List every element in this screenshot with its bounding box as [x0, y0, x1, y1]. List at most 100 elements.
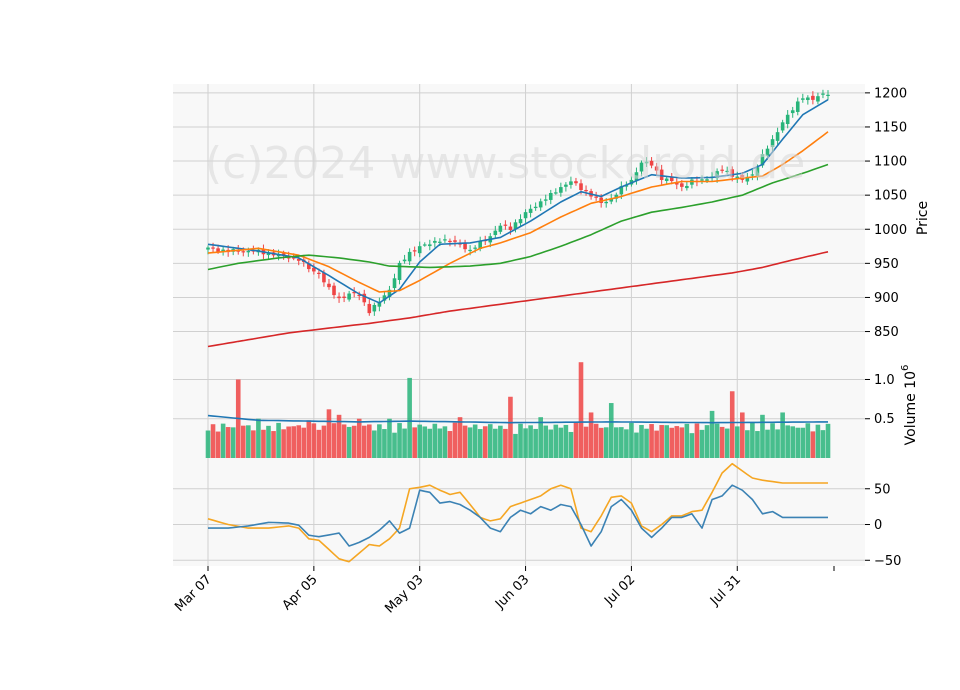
volume-bar [785, 425, 790, 458]
candle-up [821, 93, 825, 95]
candle-up [705, 179, 709, 181]
volume-bar [563, 424, 569, 458]
candle-up [513, 222, 518, 230]
candle-up [498, 225, 503, 232]
volume-bar [432, 423, 438, 458]
candle-up [538, 201, 543, 208]
volume-bar [714, 423, 720, 458]
volume-bar [286, 426, 291, 458]
candle-down [503, 224, 508, 226]
volume-bar [346, 426, 352, 458]
volume-bar [402, 428, 407, 458]
candle-up [559, 187, 563, 193]
candle-up [760, 154, 765, 166]
volume-bar [820, 430, 826, 458]
volume-bar [457, 417, 463, 458]
candle-down [584, 189, 588, 192]
volume-bar [447, 431, 453, 458]
candle-down [720, 169, 724, 171]
volume-bar [412, 427, 417, 458]
volume-bar [760, 414, 765, 458]
y-tick-label: 1000 [874, 223, 907, 238]
candle-up [422, 244, 427, 246]
volume-bar [684, 423, 690, 458]
volume-moving-average-line [207, 414, 828, 424]
volume-bar [422, 426, 428, 458]
volume-bar [351, 425, 357, 458]
volume-bar [745, 430, 750, 458]
volume-bar [407, 377, 412, 458]
volume-bar [397, 423, 402, 458]
candle-up [700, 179, 704, 181]
volume-bar [296, 425, 302, 458]
volume-bar [629, 422, 634, 458]
volume-bar [513, 433, 518, 458]
volume-bar [765, 429, 770, 458]
candle-down [307, 263, 311, 270]
moving-average-line-2 [207, 131, 829, 293]
x-tick-label: Jul 31 [707, 572, 744, 609]
volume-bar [800, 427, 806, 458]
volume-bar [215, 431, 221, 458]
candle-up [816, 96, 820, 102]
volume-bar [750, 422, 755, 458]
volume-bar [266, 425, 271, 458]
volume-bar [533, 428, 538, 458]
candle-up [614, 194, 619, 199]
candle-down [342, 296, 346, 298]
volume-bar [392, 432, 397, 458]
candle-up [276, 254, 281, 257]
volume-bar [281, 429, 286, 458]
volume-bar [649, 424, 654, 458]
candle-up [246, 250, 251, 253]
volume-bar [593, 423, 599, 458]
volume-axis-title: Volume 106 [900, 365, 919, 446]
volume-bar [518, 423, 523, 458]
volume-bar [382, 429, 387, 458]
candle-up [644, 161, 649, 164]
candle-up [528, 208, 533, 213]
volume-bar [815, 424, 821, 458]
candle-up [826, 94, 830, 96]
y-tick-label: 1150 [874, 120, 907, 135]
volume-bar [538, 417, 543, 458]
volume-bar [755, 431, 760, 458]
volume-bar [578, 362, 584, 458]
candle-down [453, 240, 457, 242]
volume-bar [341, 424, 347, 458]
volume-bar [528, 425, 533, 458]
candle-up [685, 185, 689, 189]
volume-bar [477, 429, 483, 458]
volume-bar [689, 433, 695, 458]
volume-bar [729, 391, 735, 458]
candle-down [281, 253, 286, 256]
volume-bar [326, 409, 332, 458]
panel-background [173, 84, 865, 352]
candle-up [473, 247, 477, 249]
y-tick-label: 850 [874, 325, 899, 340]
volume-bar [321, 425, 327, 458]
volume-bar [472, 424, 478, 458]
volume-bar [316, 429, 322, 458]
volume-bar [306, 420, 312, 458]
volume-bar [810, 431, 816, 458]
candle-down [579, 183, 583, 191]
volume-bar [225, 427, 231, 458]
candle-up [382, 295, 387, 301]
watermark-text: (c)2024 www.stockdroid.de [205, 138, 805, 189]
candle-down [594, 196, 598, 198]
price-panel: 850 900 950 1000 1050 1100 1150 1200 Price [173, 84, 931, 352]
candle-up [392, 278, 397, 289]
volume-bar [523, 428, 528, 458]
candle-down [211, 247, 215, 249]
candle-down [291, 257, 296, 259]
volume-bar [659, 425, 664, 458]
volume-bar [372, 430, 377, 458]
candle-down [352, 291, 356, 294]
candle-down [367, 303, 372, 314]
volume-bar [775, 429, 780, 458]
candle-up [755, 167, 760, 177]
volume-bar [548, 429, 554, 458]
candle-down [730, 169, 735, 177]
